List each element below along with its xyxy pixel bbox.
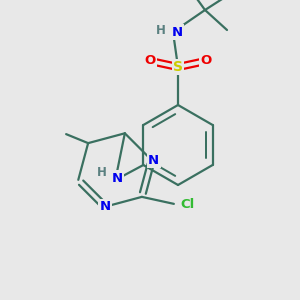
Text: N: N <box>112 172 123 184</box>
Text: N: N <box>171 26 183 38</box>
Text: N: N <box>100 200 111 213</box>
Text: S: S <box>173 60 183 74</box>
Text: H: H <box>156 23 166 37</box>
Text: O: O <box>200 55 211 68</box>
Text: H: H <box>96 166 106 178</box>
Text: Cl: Cl <box>181 198 195 212</box>
Text: O: O <box>144 55 156 68</box>
Text: N: N <box>148 154 159 167</box>
